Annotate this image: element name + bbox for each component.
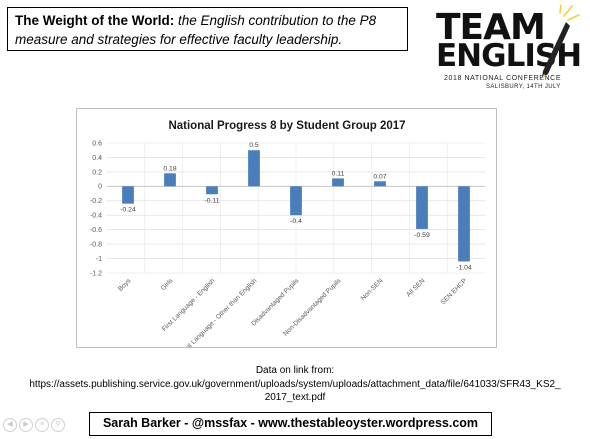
team-english-logo: TEAM ENGLISH 2018 NATIONAL CONFERENCE SA…	[430, 4, 582, 92]
logo-place-date-text: SALISBURY, 14TH JULY	[486, 84, 561, 90]
data-source-note: Data on link from: https://assets.publis…	[0, 364, 590, 405]
source-url-line-1[interactable]: https://assets.publishing.service.gov.uk…	[29, 378, 561, 390]
bar	[416, 186, 428, 229]
y-tick-label: -0.2	[90, 198, 102, 205]
bar	[458, 186, 470, 262]
data-label: -0.11	[205, 197, 220, 204]
y-tick-label: -1.2	[90, 270, 102, 277]
y-tick-label: -1	[96, 256, 102, 263]
bar	[122, 186, 134, 204]
category-label: First Language - Other than English	[180, 277, 259, 347]
data-label: 0.18	[163, 165, 176, 172]
author-footer-text: Sarah Barker - @mssfax - www.thestableoy…	[102, 416, 479, 430]
title-italic: the English contribution to the P8 measu…	[15, 13, 377, 47]
data-label: -0.24	[120, 207, 136, 214]
logo-conference-text: 2018 NATIONAL CONFERENCE	[444, 75, 562, 82]
slide-title-box: The Weight of the World: the English con…	[7, 7, 408, 51]
menu-icon[interactable]: ≡	[35, 418, 49, 432]
bar-chart: National Progress 8 by Student Group 201…	[90, 120, 485, 347]
chart-title: National Progress 8 by Student Group 201…	[168, 120, 405, 132]
category-label: Non-SEN	[360, 277, 385, 302]
category-label: SEN EHCP	[440, 277, 469, 306]
bar	[290, 186, 302, 216]
bar	[332, 178, 344, 187]
chart-container: National Progress 8 by Student Group 201…	[76, 108, 497, 348]
source-line-1: Data on link from:	[255, 365, 335, 376]
next-slide-icon[interactable]: ▶	[19, 418, 33, 432]
y-tick-label: 0.2	[92, 169, 102, 176]
y-tick-label: -0.4	[90, 213, 102, 220]
bar	[374, 181, 386, 187]
bar	[164, 173, 176, 187]
author-footer: Sarah Barker - @mssfax - www.thestableoy…	[89, 412, 492, 436]
category-label: All SEN	[405, 277, 426, 298]
data-label: 0.07	[373, 173, 386, 180]
category-label: Boys	[117, 277, 133, 293]
data-label: 0.11	[332, 170, 345, 177]
logo-team-text: TEAM	[436, 7, 546, 48]
bar	[206, 186, 218, 195]
data-label: 0.5	[249, 142, 259, 149]
slide-nav-controls: ◀ ▶ ≡ ⚲	[3, 418, 67, 436]
y-tick-label: -0.8	[90, 242, 102, 249]
bar	[248, 150, 260, 187]
category-label: Girls	[160, 277, 175, 292]
data-label: -0.59	[414, 232, 430, 239]
data-label: -0.4	[290, 218, 302, 225]
source-url-line-2[interactable]: 2017_text.pdf	[264, 392, 326, 403]
category-label: Disadvantaged Pupils	[250, 277, 301, 328]
prev-slide-icon[interactable]: ◀	[3, 418, 17, 432]
y-tick-label: 0.4	[92, 155, 102, 162]
title-bold: The Weight of the World:	[15, 13, 175, 28]
y-tick-label: 0.6	[92, 140, 102, 147]
y-tick-label: 0	[98, 184, 102, 191]
zoom-icon[interactable]: ⚲	[51, 418, 65, 432]
pen-icon	[542, 4, 580, 78]
y-tick-label: -0.6	[90, 227, 102, 234]
data-label: -1.04	[456, 264, 472, 271]
